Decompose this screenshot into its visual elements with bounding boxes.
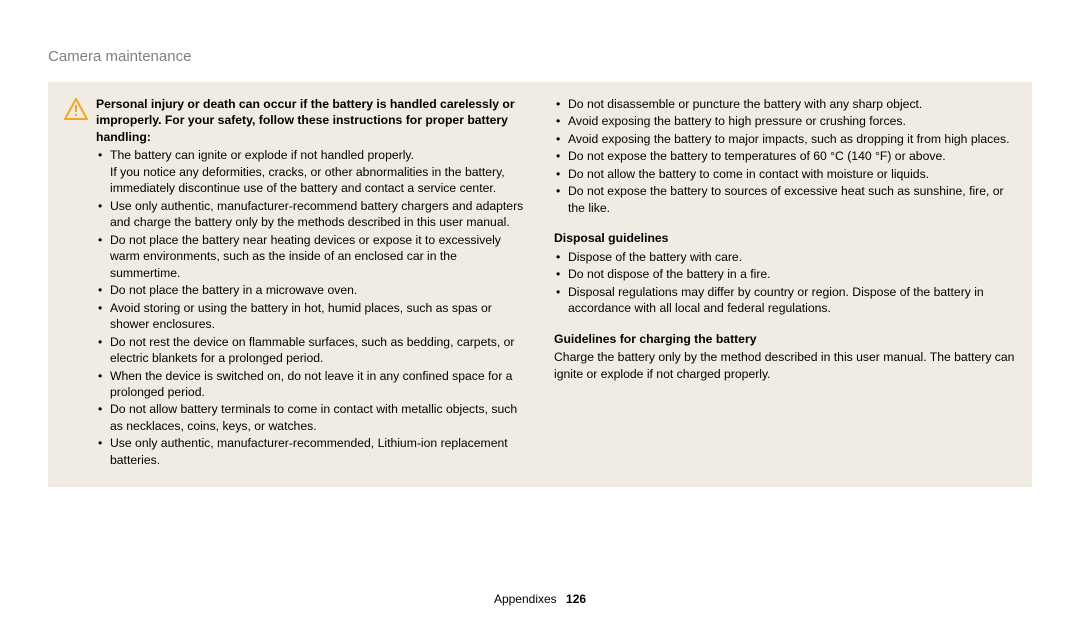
bullet-text: Do not rest the device on flammable surf… <box>110 335 514 365</box>
charging-heading: Guidelines for charging the battery <box>554 331 1016 347</box>
list-item: Do not dispose of the battery in a fire. <box>554 266 1016 282</box>
page-footer: Appendixes 126 <box>0 592 1080 606</box>
bullet-text: Use only authentic, manufacturer-recomme… <box>110 436 508 466</box>
bullet-text: Do not allow battery terminals to come i… <box>110 402 517 432</box>
bullet-text: Avoid exposing the battery to high press… <box>568 114 906 128</box>
bullet-text: Do not place the battery near heating de… <box>110 233 501 280</box>
warning-box: Personal injury or death can occur if th… <box>48 82 1032 487</box>
page: Camera maintenance Personal injury or de… <box>0 0 1080 630</box>
warning-lead-text: Personal injury or death can occur if th… <box>96 97 515 144</box>
list-item: Avoid exposing the battery to high press… <box>554 113 1016 129</box>
bullet-text: Do not allow the battery to come in cont… <box>568 167 929 181</box>
left-bullet-list: The battery can ignite or explode if not… <box>96 147 526 468</box>
list-item: Do not disassemble or puncture the batte… <box>554 96 1016 112</box>
list-item: Do not place the battery in a microwave … <box>96 282 526 298</box>
list-item: Use only authentic, manufacturer-recomme… <box>96 435 526 468</box>
bullet-text: Avoid storing or using the battery in ho… <box>110 301 492 331</box>
disposal-heading: Disposal guidelines <box>554 230 1016 246</box>
list-item: Do not expose the battery to sources of … <box>554 183 1016 216</box>
warning-triangle-icon <box>64 98 88 120</box>
right-column: Do not disassemble or puncture the batte… <box>554 96 1016 469</box>
bullet-text: Do not place the battery in a microwave … <box>110 283 357 297</box>
list-item: Do not expose the battery to temperature… <box>554 148 1016 164</box>
list-item: The battery can ignite or explode if not… <box>96 147 526 196</box>
bullet-text: Disposal regulations may differ by count… <box>568 285 984 315</box>
bullet-text: Avoid exposing the battery to major impa… <box>568 132 1009 146</box>
footer-section-label: Appendixes <box>494 592 557 606</box>
disposal-bullet-list: Dispose of the battery with care. Do not… <box>554 249 1016 317</box>
list-item: Do not allow the battery to come in cont… <box>554 166 1016 182</box>
charging-text: Charge the battery only by the method de… <box>554 349 1016 382</box>
list-item: When the device is switched on, do not l… <box>96 368 526 401</box>
page-section-title: Camera maintenance <box>48 48 191 65</box>
list-item: Do not place the battery near heating de… <box>96 232 526 281</box>
list-item: Do not rest the device on flammable surf… <box>96 334 526 367</box>
list-item: Use only authentic, manufacturer-recomme… <box>96 198 526 231</box>
bullet-text: Dispose of the battery with care. <box>568 250 742 264</box>
bullet-text: Do not expose the battery to temperature… <box>568 149 946 163</box>
list-item: Avoid exposing the battery to major impa… <box>554 131 1016 147</box>
list-item: Disposal regulations may differ by count… <box>554 284 1016 317</box>
bullet-text: Do not disassemble or puncture the batte… <box>568 97 922 111</box>
bullet-text: Do not dispose of the battery in a fire. <box>568 267 771 281</box>
left-column-body: Personal injury or death can occur if th… <box>96 96 526 469</box>
warning-icon-wrap <box>64 96 96 469</box>
bullet-text: Do not expose the battery to sources of … <box>568 184 1004 214</box>
footer-page-number: 126 <box>566 592 586 606</box>
list-item: Do not allow battery terminals to come i… <box>96 401 526 434</box>
bullet-text: The battery can ignite or explode if not… <box>110 148 414 162</box>
bullet-text: Use only authentic, manufacturer-recomme… <box>110 199 523 229</box>
list-item: Avoid storing or using the battery in ho… <box>96 300 526 333</box>
bullet-subtext: If you notice any deformities, cracks, o… <box>110 164 526 197</box>
list-item: Dispose of the battery with care. <box>554 249 1016 265</box>
bullet-text: When the device is switched on, do not l… <box>110 369 512 399</box>
left-column: Personal injury or death can occur if th… <box>64 96 526 469</box>
right-top-bullet-list: Do not disassemble or puncture the batte… <box>554 96 1016 216</box>
